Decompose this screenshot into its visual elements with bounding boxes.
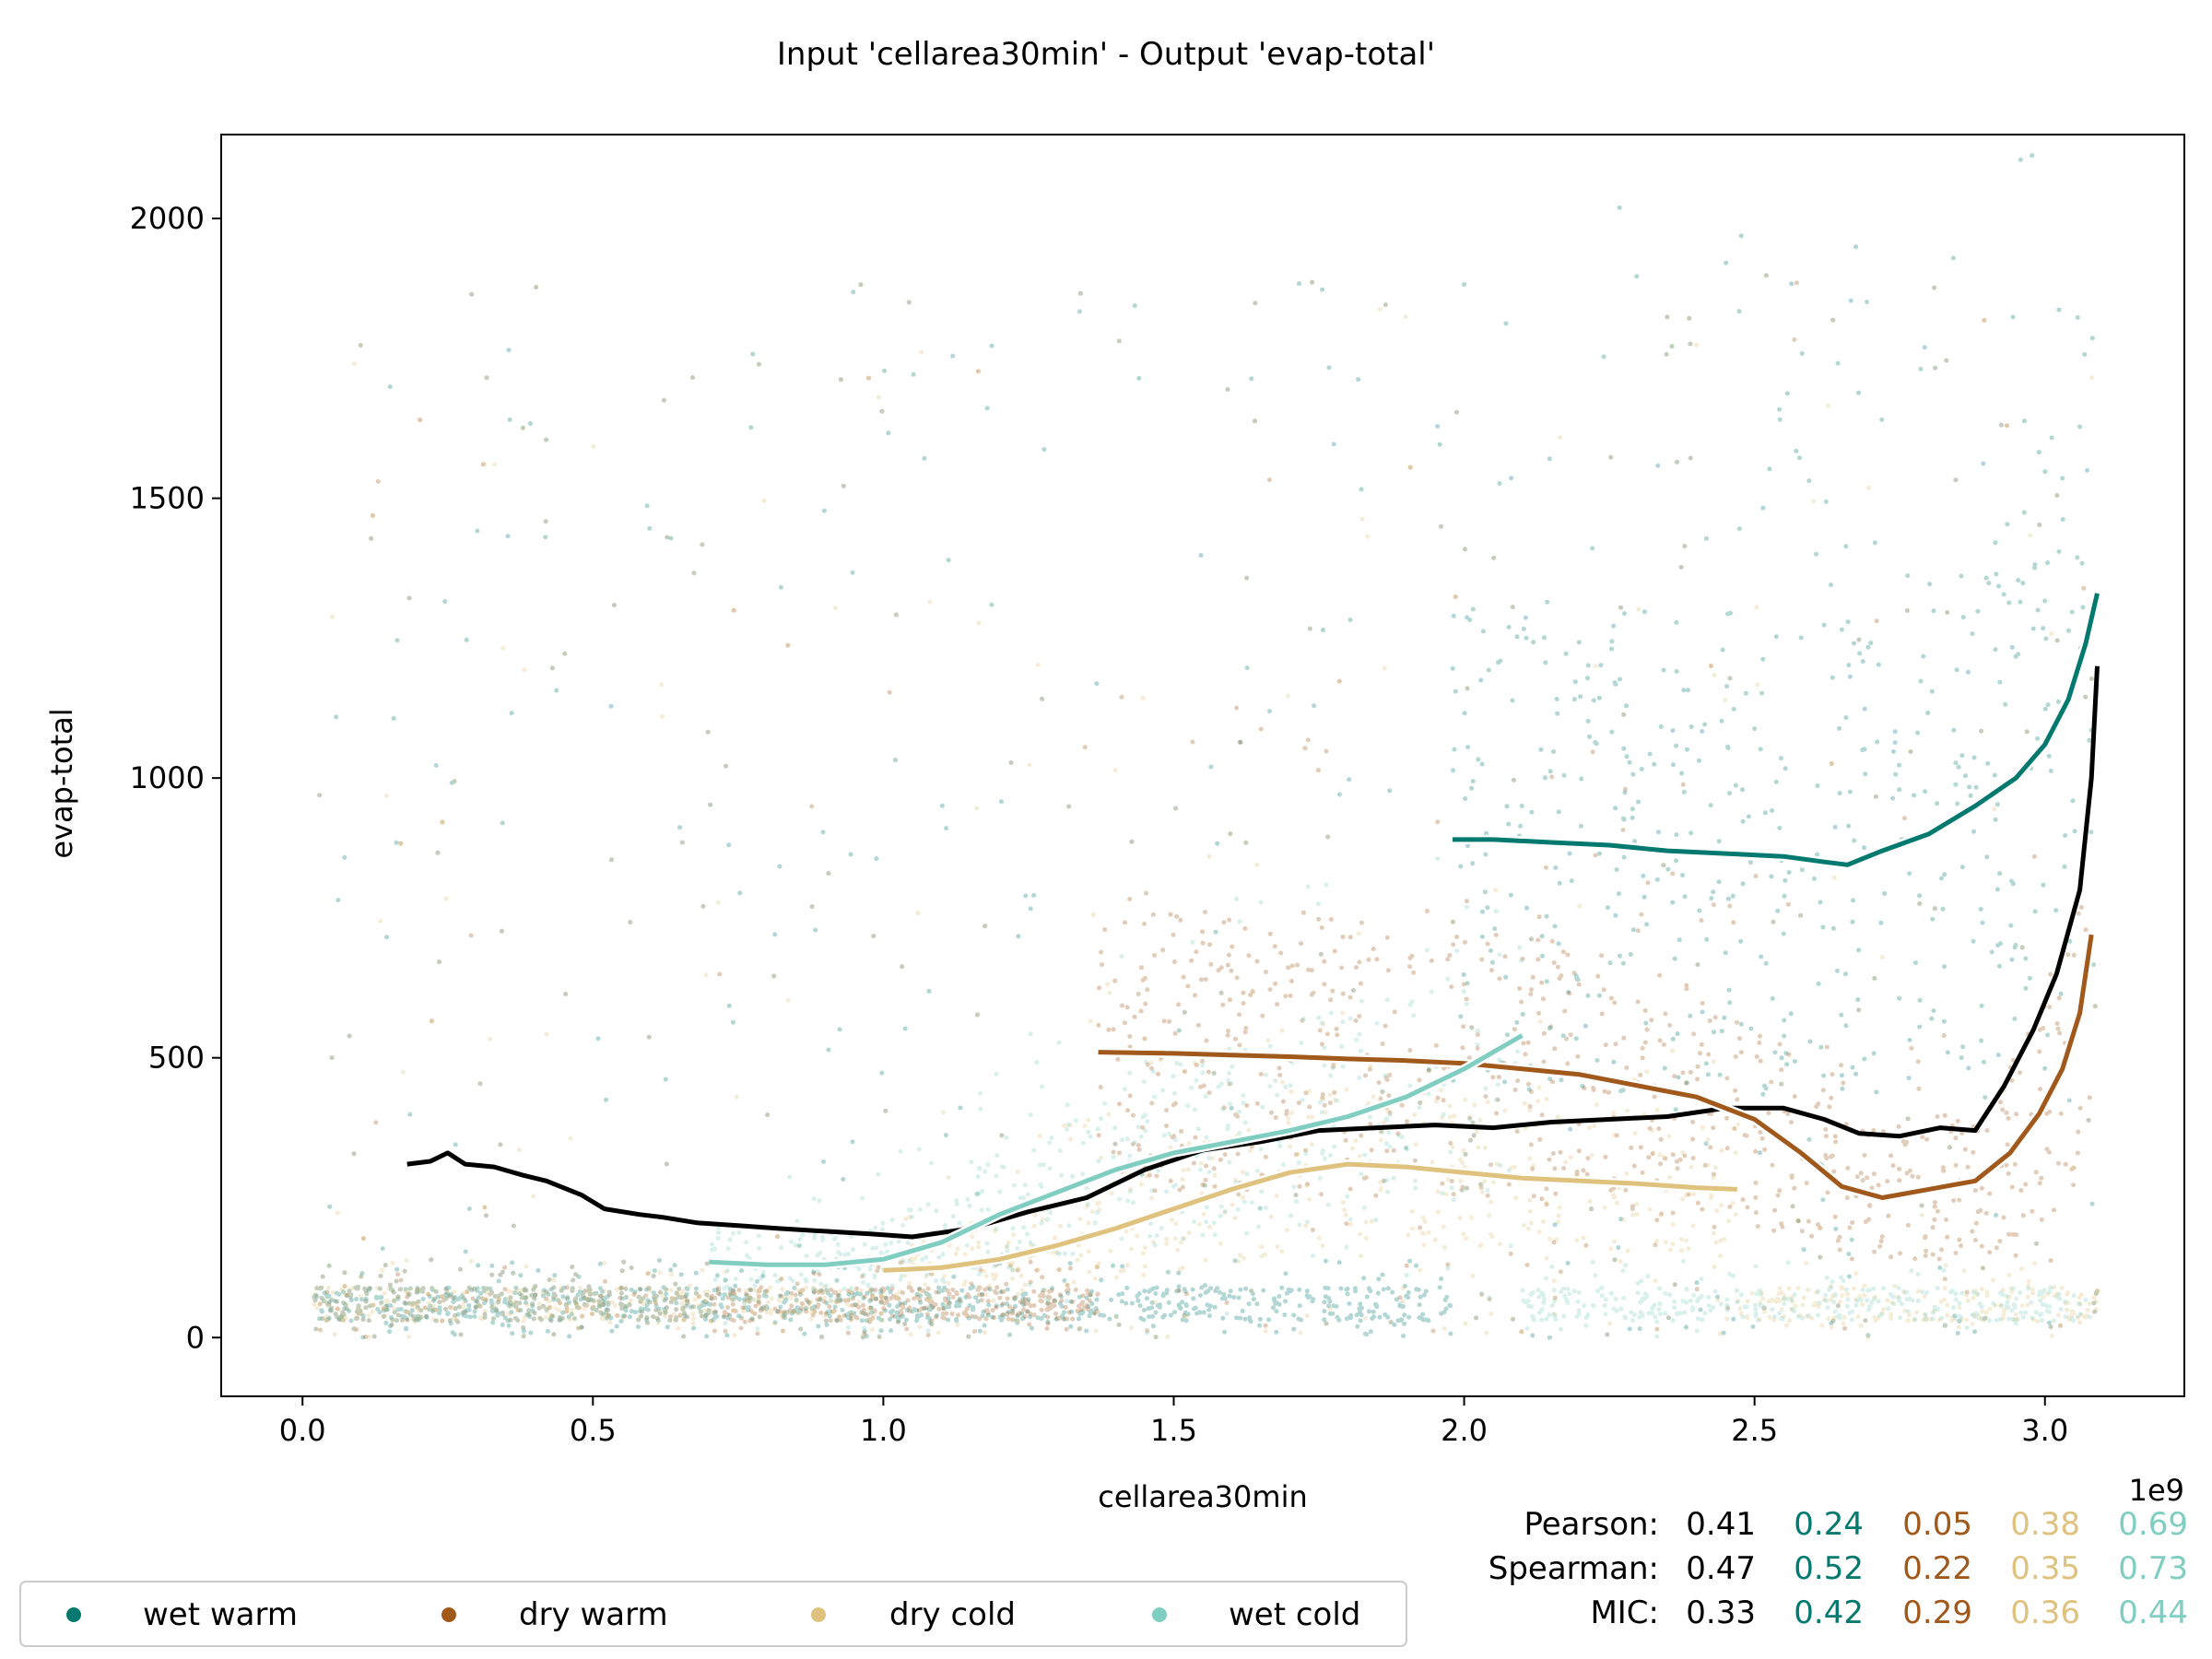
y-tick-label: 1000 — [130, 760, 205, 795]
stats-value: 0.41 — [1686, 1506, 1756, 1543]
stats-row-label: Pearson: — [1524, 1506, 1659, 1543]
legend-marker — [66, 1607, 81, 1622]
y-axis-label: evap-total — [44, 708, 79, 858]
correlation-stats: Pearson: 0.41 0.24 0.05 0.38 0.69 Spearman: 0.4… — [1488, 1506, 2188, 1631]
legend-label: wet cold — [1229, 1596, 1360, 1633]
stats-value: 0.47 — [1686, 1550, 1756, 1587]
trend-line — [883, 1161, 1737, 1273]
x-tick-label: 3.0 — [2021, 1413, 2068, 1448]
x-tick-label: 1.0 — [860, 1413, 907, 1448]
x-tick-label: 1.5 — [1150, 1413, 1197, 1448]
x-tick-label: 0.0 — [279, 1413, 326, 1448]
scatter-cloud — [312, 153, 2100, 1340]
stats-value: 0.05 — [1902, 1506, 1972, 1543]
x-tick-label: 2.5 — [1731, 1413, 1778, 1448]
x-offset-label: 1e9 — [2129, 1473, 2184, 1508]
stats-value: 0.52 — [1794, 1550, 1864, 1587]
legend-label: dry warm — [519, 1596, 668, 1633]
legend-marker — [441, 1607, 456, 1622]
legend-label: wet warm — [143, 1596, 298, 1633]
trend-line — [709, 1033, 1524, 1267]
stats-value: 0.69 — [2118, 1506, 2188, 1543]
stats-value: 0.73 — [2118, 1550, 2188, 1587]
stats-value: 0.22 — [1902, 1550, 1972, 1587]
scatter-points — [312, 307, 2100, 1340]
stats-row-label: Spearman: — [1488, 1550, 1659, 1587]
plot-frame — [220, 134, 2185, 1397]
y-tick-label: 2000 — [130, 201, 205, 236]
legend: wet warm dry warm dry cold wet cold — [19, 1581, 1407, 1647]
stats-row-label: MIC: — [1590, 1594, 1659, 1631]
stats-value: 0.42 — [1794, 1594, 1864, 1631]
stats-value: 0.35 — [2010, 1550, 2080, 1587]
trend-line — [1453, 593, 2100, 867]
x-tick-label: 0.5 — [570, 1413, 617, 1448]
y-tick-label: 500 — [148, 1041, 205, 1076]
legend-label: dry cold — [889, 1596, 1016, 1633]
trend-line-halo — [1453, 592, 2102, 870]
chart-title: Input 'cellarea30min' - Output 'evap-tot… — [777, 36, 1435, 73]
scatter-points — [312, 273, 2099, 1340]
trend-lines — [406, 592, 2102, 1276]
x-tick-label: 2.0 — [1441, 1413, 1488, 1448]
y-axis: 0 500 1000 1500 2000 — [130, 201, 221, 1355]
stats-value: 0.24 — [1794, 1506, 1864, 1543]
stats-value: 0.36 — [2010, 1594, 2080, 1631]
y-tick-label: 1500 — [130, 481, 205, 516]
trend-line — [1098, 934, 2094, 1200]
x-axis-label: cellarea30min — [1098, 1479, 1307, 1514]
stats-value: 0.29 — [1902, 1594, 1972, 1631]
legend-marker — [811, 1607, 826, 1622]
trend-line-halo — [1098, 934, 2097, 1203]
stats-value: 0.33 — [1686, 1594, 1756, 1631]
legend-marker — [1152, 1607, 1167, 1622]
x-axis: 0.0 0.5 1.0 1.5 2.0 2.5 3.0 — [279, 1396, 2068, 1448]
legend-frame — [19, 1581, 1407, 1647]
y-tick-label: 0 — [186, 1320, 205, 1355]
stats-value: 0.38 — [2010, 1506, 2080, 1543]
stats-value: 0.44 — [2118, 1594, 2188, 1631]
